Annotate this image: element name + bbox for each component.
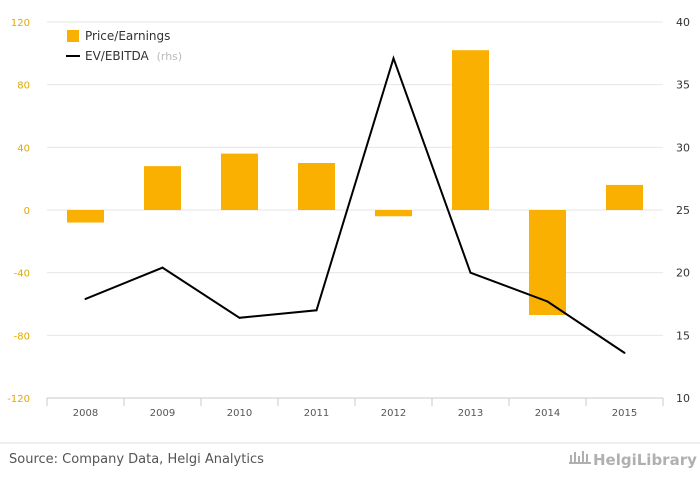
line-point-2009: [161, 266, 164, 269]
right-tick-label: 25: [676, 204, 690, 217]
legend: Price/Earnings EV/EBITDA (rhs): [66, 29, 182, 63]
left-tick-label: -40: [14, 269, 30, 280]
bar-series: [67, 50, 643, 315]
right-tick-label: 30: [676, 141, 690, 154]
x-tick-label: 2010: [227, 408, 252, 419]
right-tick-label: 15: [676, 329, 690, 342]
bar-2014: [529, 210, 566, 315]
bar-2011: [298, 163, 335, 210]
right-tick-label: 35: [676, 79, 690, 92]
left-tick-label: 40: [17, 143, 30, 154]
line-point-2015: [623, 351, 626, 354]
bar-2010: [221, 153, 258, 210]
left-tick-label: 80: [17, 81, 30, 92]
bar-2012: [375, 210, 412, 217]
line-point-2011: [315, 309, 318, 312]
x-tick-label: 2008: [73, 408, 98, 419]
axes: [46, 397, 664, 406]
logo-text: HelgiLibrary: [593, 451, 697, 469]
bar-2015: [606, 184, 643, 210]
x-tick-label: 2011: [304, 408, 329, 419]
x-tick-label: 2009: [150, 408, 175, 419]
x-tick-label: 2012: [381, 408, 406, 419]
line-point-2013: [469, 271, 472, 274]
left-axis-ticks: 120 80 40 0 -40 -80 -120: [7, 18, 30, 405]
source-note: Source: Company Data, Helgi Analytics: [9, 452, 264, 467]
line-point-2010: [238, 316, 241, 319]
legend-label-ev-ebitda: EV/EBITDA (rhs): [85, 49, 182, 63]
x-tick-label: 2014: [535, 408, 560, 419]
left-tick-label: -80: [14, 331, 30, 342]
right-tick-label: 20: [676, 267, 690, 280]
right-tick-label: 10: [676, 392, 690, 405]
helgi-library-logo: HelgiLibrary: [569, 451, 697, 469]
line-point-2008: [84, 297, 87, 300]
bar-2008: [67, 210, 104, 223]
left-tick-label: 0: [24, 206, 30, 217]
legend-label-price-earnings: Price/Earnings: [85, 29, 170, 43]
library-icon: [569, 451, 591, 464]
line-point-2014: [546, 300, 549, 303]
legend-label-ev-ebitda-name: EV/EBITDA: [85, 49, 150, 63]
right-axis-ticks: 40 35 30 25 20 15 10: [676, 16, 690, 405]
legend-label-ev-ebitda-suffix: (rhs): [157, 50, 183, 63]
left-tick-label: -120: [7, 394, 30, 405]
line-ev-ebitda: [85, 55, 626, 354]
bar-2013: [452, 50, 489, 211]
right-tick-label: 40: [676, 16, 690, 29]
x-tick-label: 2013: [458, 408, 483, 419]
bar-2009: [144, 166, 181, 210]
line-series: [84, 55, 626, 354]
x-axis-ticks: 2008 2009 2010 2011 2012 2013 2014 2015: [73, 408, 637, 419]
legend-swatch-price-earnings: [67, 30, 79, 42]
x-tick-label: 2015: [612, 408, 637, 419]
left-tick-label: 120: [11, 18, 30, 29]
line-point-2012: [392, 57, 395, 60]
